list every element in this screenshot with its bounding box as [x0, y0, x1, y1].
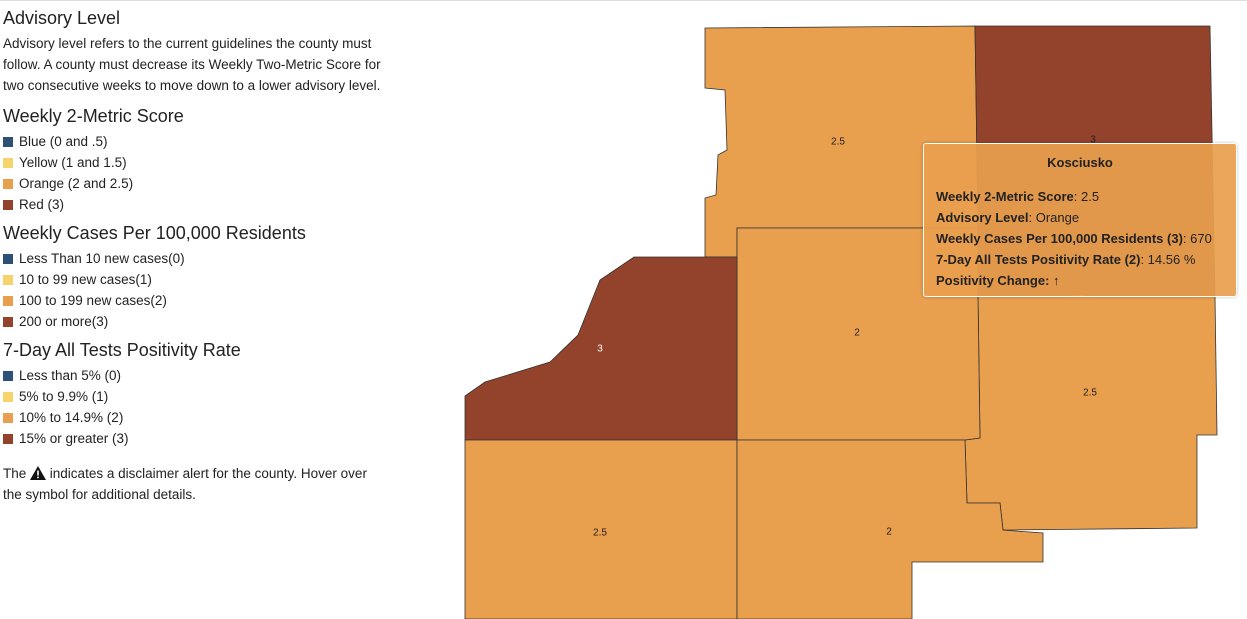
legend-label: 5% to 9.9% (1)	[19, 389, 109, 404]
legend-item: Red (3)	[3, 194, 383, 215]
legend-swatch	[3, 295, 13, 306]
legend-swatch	[3, 433, 13, 444]
legend-label: 200 or more(3)	[19, 314, 109, 329]
tooltip: Kosciusko Weekly 2-Metric Score: 2.5 Advi…	[923, 143, 1237, 297]
legend-item: 10% to 14.9% (2)	[3, 407, 383, 428]
legend-item: Less than 5% (0)	[3, 365, 383, 386]
legend-swatch	[3, 178, 13, 189]
legend: Weekly Cases Per 100,000 Residents Less T…	[3, 221, 383, 332]
legend-title: Weekly Cases Per 100,000 Residents	[3, 223, 306, 243]
legend-swatch	[3, 412, 13, 423]
tooltip-key: Weekly Cases Per 100,000 Residents (3)	[936, 231, 1183, 246]
tooltip-row: Weekly 2-Metric Score: 2.5	[930, 186, 1230, 207]
legend-label: 15% or greater (3)	[19, 431, 129, 446]
description: Advisory level refers to the current gui…	[3, 36, 381, 93]
section-title: Advisory Level	[3, 8, 121, 28]
legend-swatch	[3, 274, 13, 285]
legend-item: 10 to 99 new cases(1)	[3, 269, 383, 290]
legend-label: Orange (2 and 2.5)	[19, 176, 134, 191]
tooltip-key: Positivity Change: ↑	[936, 273, 1060, 288]
tooltip-key: Weekly 2-Metric Score	[936, 189, 1074, 204]
legend-item: Less Than 10 new cases(0)	[3, 248, 383, 269]
tooltip-rows: Weekly 2-Metric Score: 2.5 Advisory Level…	[930, 186, 1230, 291]
legend-title: 7-Day All Tests Positivity Rate	[3, 340, 241, 360]
legend-swatch	[3, 370, 13, 381]
tooltip-key: Advisory Level	[936, 210, 1029, 225]
disclaimer-text: The	[3, 466, 27, 481]
legend-swatch	[3, 316, 13, 327]
legend-title: Weekly 2-Metric Score	[3, 106, 184, 126]
legend-label: 10% to 14.9% (2)	[19, 410, 124, 425]
legend-item: Blue (0 and .5)	[3, 131, 383, 152]
county[interactable]	[736, 439, 1044, 619]
legend-swatch	[3, 253, 13, 264]
county-score: 2.5	[593, 528, 607, 539]
tooltip-row: Positivity Change: ↑	[930, 270, 1230, 291]
legend-label: Blue (0 and .5)	[19, 134, 108, 149]
legend-swatch	[3, 199, 13, 210]
county-score: 2.5	[831, 137, 845, 148]
legend-item: Orange (2 and 2.5)	[3, 173, 383, 194]
county[interactable]	[464, 439, 738, 619]
legends: Weekly 2-Metric Score Blue (0 and .5) Yell…	[3, 104, 383, 449]
legend-swatch	[3, 157, 13, 168]
legend-item: 100 to 199 new cases(2)	[3, 290, 383, 311]
legend-swatch	[3, 136, 13, 147]
county-score: 2	[854, 328, 860, 339]
tooltip-row: Advisory Level: Orange	[930, 207, 1230, 228]
tooltip-value: : 2.5	[1073, 189, 1100, 204]
legend-label: 10 to 99 new cases(1)	[19, 272, 152, 287]
legend: 7-Day All Tests Positivity Rate Less than…	[3, 338, 383, 449]
legend-swatch	[3, 391, 13, 402]
legend-label: Less Than 10 new cases(0)	[19, 251, 185, 266]
disclaimer-text: indicates a disclaimer alert for the cou…	[3, 466, 367, 502]
legend-item: 15% or greater (3)	[3, 428, 383, 449]
county-score: 2	[886, 527, 892, 538]
tooltip-title: Kosciusko	[1047, 155, 1113, 170]
sidebar: Advisory Level Advisory level refers to …	[3, 6, 383, 505]
warning-icon	[30, 466, 47, 480]
tooltip-value: : 670	[1182, 231, 1212, 246]
legend-label: Less than 5% (0)	[19, 368, 122, 383]
county-score: 2.5	[1083, 388, 1097, 399]
tooltip-row: 7-Day All Tests Positivity Rate (2): 14.…	[930, 249, 1230, 270]
legend: Weekly 2-Metric Score Blue (0 and .5) Yell…	[3, 104, 383, 215]
legend-item: 5% to 9.9% (1)	[3, 386, 383, 407]
top-border	[0, 0, 1247, 1]
county[interactable]	[964, 295, 1218, 531]
tooltip-value: : 14.56 %	[1140, 252, 1196, 267]
legend-label: Yellow (1 and 1.5)	[19, 155, 127, 170]
legend-label: Red (3)	[19, 197, 65, 212]
legend-item: Yellow (1 and 1.5)	[3, 152, 383, 173]
county-score: 3	[1090, 135, 1096, 146]
tooltip-key: 7-Day All Tests Positivity Rate (2)	[936, 252, 1141, 267]
legend-item: 200 or more(3)	[3, 311, 383, 332]
tooltip-row: Weekly Cases Per 100,000 Residents (3): …	[930, 228, 1230, 249]
legend-label: 100 to 199 new cases(2)	[19, 293, 167, 308]
disclaimer: The indicates a disclaimer alert for the…	[3, 463, 383, 505]
tooltip-value: : Orange	[1028, 210, 1080, 225]
county-score: 3	[597, 344, 603, 355]
